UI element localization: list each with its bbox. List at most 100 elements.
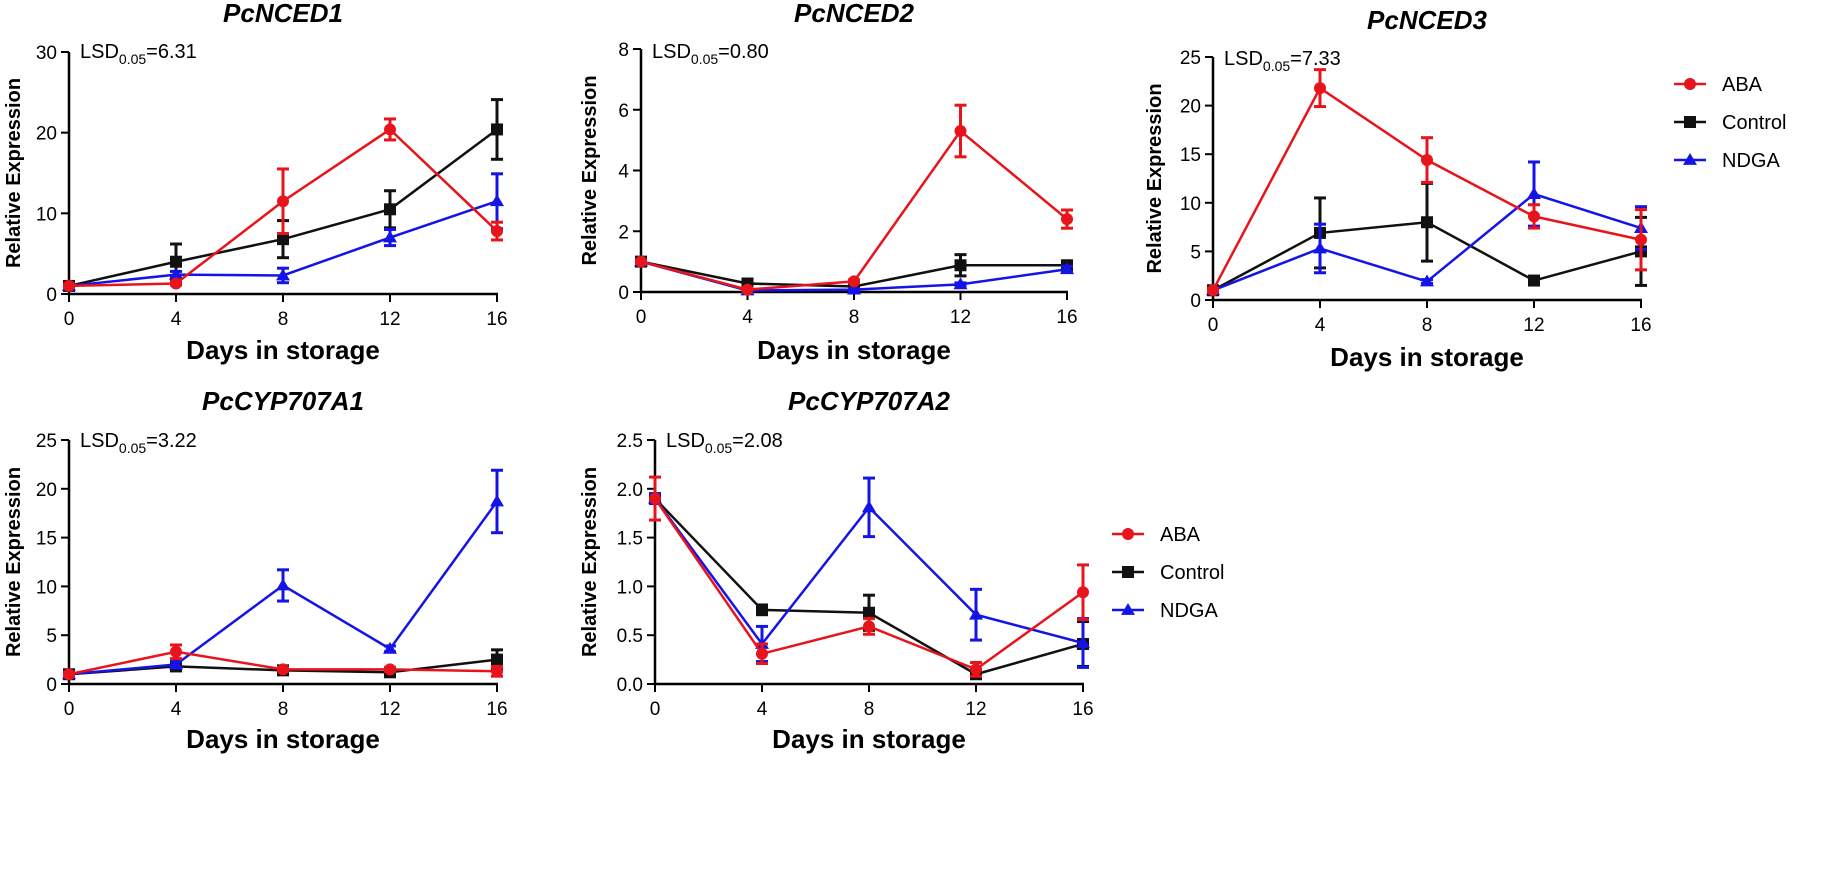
x-tick-label: 4 bbox=[742, 307, 753, 328]
data-point-ndga bbox=[169, 267, 183, 280]
data-point-aba bbox=[635, 255, 647, 268]
chart-title: PcNCED1 bbox=[223, 0, 343, 28]
y-tick-label: 5 bbox=[1190, 242, 1201, 263]
data-point-control bbox=[491, 653, 503, 666]
data-point-aba bbox=[863, 620, 875, 633]
lsd-value: =0.80 bbox=[718, 41, 769, 63]
x-tick-label: 16 bbox=[1072, 699, 1093, 720]
series-ndga bbox=[62, 468, 504, 680]
y-axis-label: Relative Expression bbox=[1144, 83, 1166, 273]
data-point-control bbox=[277, 233, 289, 246]
x-axis-label: Days in storage bbox=[772, 724, 966, 754]
data-point-control bbox=[384, 203, 396, 216]
data-point-aba bbox=[1077, 586, 1089, 599]
data-point-aba bbox=[384, 663, 396, 676]
data-point-control bbox=[491, 123, 503, 136]
data-point-ndga bbox=[490, 194, 504, 207]
chart-panel-pcnced3: PcNCED3 0 5 10 15 20 25 0 4 8 12 16 Days in storage R… bbox=[1144, 5, 1786, 372]
x-tick-label: 0 bbox=[636, 307, 647, 328]
y-tick-label: 10 bbox=[36, 204, 57, 225]
y-tick-label: 0.0 bbox=[617, 675, 643, 696]
data-point-aba bbox=[491, 665, 503, 678]
x-axis-label: Days in storage bbox=[186, 724, 380, 754]
y-tick-label: 8 bbox=[618, 40, 629, 61]
y-tick-label: 10 bbox=[36, 577, 57, 598]
x-tick-label: 12 bbox=[950, 307, 971, 328]
x-tick-label: 12 bbox=[379, 309, 400, 330]
data-point-ndga bbox=[1527, 187, 1541, 199]
data-point-aba bbox=[848, 275, 860, 288]
y-tick-label: 30 bbox=[36, 43, 57, 64]
y-tick-label: 25 bbox=[1180, 48, 1201, 69]
series-aba bbox=[63, 643, 503, 681]
chart-title: PcCYP707A1 bbox=[202, 386, 364, 416]
series-aba bbox=[63, 117, 503, 292]
data-point-aba bbox=[741, 283, 754, 296]
legend-label: Control bbox=[1722, 112, 1786, 134]
lsd-value: =2.08 bbox=[732, 430, 783, 452]
y-tick-label: 2 bbox=[618, 222, 629, 243]
data-point-aba bbox=[1207, 284, 1219, 297]
series-aba bbox=[635, 103, 1073, 296]
legend-marker-ndga bbox=[1121, 603, 1135, 615]
x-tick-label: 0 bbox=[1208, 315, 1219, 336]
data-point-aba bbox=[1528, 210, 1540, 223]
x-tick-label: 8 bbox=[849, 307, 860, 328]
x-tick-label: 16 bbox=[486, 309, 507, 330]
lsd-base: LSD bbox=[666, 430, 705, 452]
y-axis-label: Relative Expression bbox=[579, 75, 601, 265]
x-tick-label: 4 bbox=[1315, 315, 1326, 336]
legend-marker-aba bbox=[1684, 78, 1696, 90]
lsd-annotation: LSD0.05=2.08 bbox=[666, 430, 783, 456]
x-tick-label: 8 bbox=[278, 699, 289, 720]
data-point-ndga bbox=[169, 657, 183, 670]
data-point-aba bbox=[954, 125, 967, 138]
legend-label: Control bbox=[1160, 562, 1224, 584]
legend-label: NDGA bbox=[1722, 150, 1780, 172]
y-tick-label: 15 bbox=[1180, 145, 1201, 166]
data-point-control bbox=[863, 606, 875, 619]
data-point-aba bbox=[1314, 82, 1326, 95]
data-point-aba bbox=[170, 645, 182, 658]
lsd-subscript: 0.05 bbox=[1263, 58, 1290, 74]
lsd-base: LSD bbox=[1224, 48, 1263, 70]
lsd-annotation: LSD0.05=6.31 bbox=[80, 41, 197, 67]
chart-panel-pcnced2: PcNCED2 0 2 4 6 8 0 4 8 12 16 Days in storage Relati… bbox=[579, 0, 1078, 365]
data-point-ndga bbox=[490, 494, 504, 507]
data-point-ndga bbox=[1420, 274, 1434, 287]
y-tick-label: 2.5 bbox=[617, 431, 643, 452]
lsd-subscript: 0.05 bbox=[705, 440, 732, 456]
y-tick-label: 0 bbox=[618, 283, 629, 304]
legend: ABA Control NDGA bbox=[1674, 74, 1786, 172]
y-tick-label: 20 bbox=[36, 480, 57, 501]
x-tick-label: 16 bbox=[1630, 315, 1651, 336]
chart-panel-pccyp707a1: PcCYP707A1 0 5 10 15 20 25 0 4 8 12 16 Days in stora… bbox=[3, 386, 508, 754]
data-point-ndga bbox=[276, 578, 290, 591]
legend-label: NDGA bbox=[1160, 600, 1218, 622]
data-point-ndga bbox=[862, 500, 876, 513]
legend-label: ABA bbox=[1722, 74, 1763, 96]
y-axis-label: Relative Expression bbox=[3, 467, 25, 657]
series-aba bbox=[1207, 68, 1647, 297]
y-tick-label: 0 bbox=[1190, 291, 1201, 312]
legend-label: ABA bbox=[1160, 524, 1201, 546]
lsd-annotation: LSD0.05=3.22 bbox=[80, 430, 197, 456]
x-tick-label: 8 bbox=[278, 309, 289, 330]
legend-marker-ndga bbox=[1683, 153, 1697, 165]
data-point-ndga bbox=[1060, 262, 1074, 275]
y-tick-label: 2.0 bbox=[617, 480, 643, 501]
data-point-aba bbox=[63, 279, 75, 292]
lsd-value: =3.22 bbox=[146, 430, 197, 452]
x-tick-label: 12 bbox=[965, 699, 986, 720]
data-point-ndga bbox=[847, 282, 861, 295]
y-tick-label: 1.0 bbox=[617, 577, 643, 598]
chart-title: PcNCED3 bbox=[1367, 5, 1487, 35]
chart-panel-pccyp707a2: PcCYP707A2 0.0 0.5 1.0 1.5 2.0 2.5 0 4 8 12 16 Days … bbox=[579, 386, 1224, 754]
y-axis-label: Relative Expression bbox=[3, 78, 25, 268]
y-tick-label: 0 bbox=[46, 285, 57, 306]
data-point-aba bbox=[1635, 233, 1647, 246]
x-tick-label: 16 bbox=[486, 699, 507, 720]
data-point-ndga bbox=[276, 268, 290, 281]
lsd-base: LSD bbox=[80, 41, 119, 63]
